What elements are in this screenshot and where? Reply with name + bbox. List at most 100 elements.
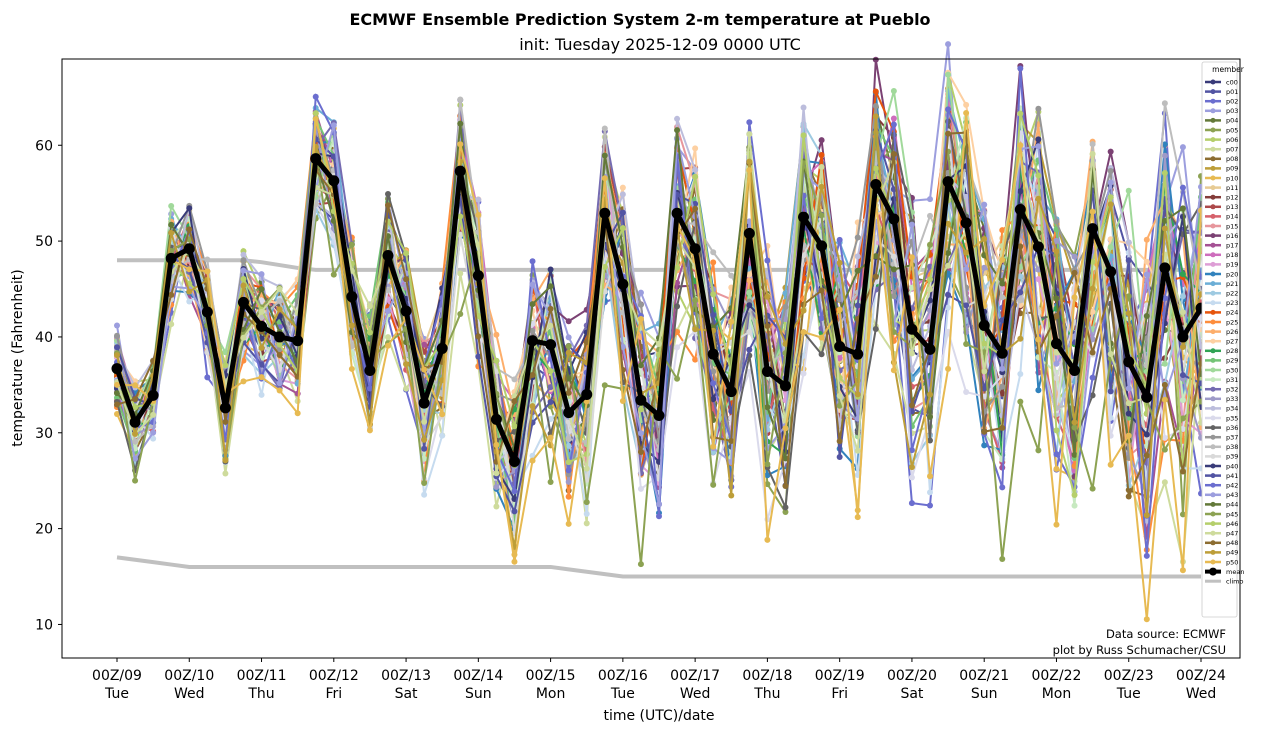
legend-item-p14: p14 [1205,213,1238,221]
y-tick-label: 10 [35,617,53,633]
legend-marker [1210,89,1216,95]
member-point [764,293,771,300]
member-point [1125,293,1132,300]
member-point [1143,258,1150,265]
legend-label: p22 [1226,290,1238,298]
member-point [999,555,1006,562]
member-point [908,474,915,481]
member-point [168,321,175,328]
member-point [1161,225,1168,232]
member-point [547,283,554,290]
member-point [240,334,247,341]
mean-point [1087,223,1099,235]
mean-point [274,331,286,343]
member-point [710,249,717,256]
legend-label: p31 [1226,376,1238,384]
member-point [276,313,283,320]
member-point [475,196,482,203]
member-point [800,104,807,111]
legend-marker [1210,415,1216,421]
legend-label: p37 [1226,434,1238,442]
legend-item-p42: p42 [1205,482,1238,490]
mean-point [581,388,593,400]
member-point [854,267,861,274]
member-point [1179,205,1186,212]
mean-point [165,252,177,264]
member-point [818,137,825,144]
x-tick-label-day: Sat [900,686,923,702]
legend-marker [1210,79,1216,85]
member-point [674,344,681,351]
legend-item-p45: p45 [1205,510,1238,518]
member-point [168,291,175,298]
member-point [258,391,265,398]
member-point [1143,271,1150,278]
member-point [385,308,391,315]
legend-marker [1209,567,1217,576]
member-point [927,297,933,304]
member-point [1089,208,1096,215]
member-point [836,392,843,399]
x-tick-label-day: Mon [1042,686,1072,702]
member-point [385,202,391,209]
member-point [421,341,428,348]
legend-label: p32 [1226,386,1238,394]
member-point [872,103,879,110]
mean-point [617,278,629,290]
member-point [1053,374,1060,381]
member-point [999,383,1006,390]
member-point [1017,297,1024,304]
member-point [475,353,482,360]
member-point [330,217,337,224]
member-point [872,325,879,332]
legend-marker [1210,319,1216,325]
legend-marker [1210,175,1216,181]
member-point [258,297,265,304]
mean-point [328,175,340,187]
member-point [1089,285,1096,292]
legend-marker [1210,549,1216,555]
legend-item-p47: p47 [1205,530,1238,538]
member-point [493,368,500,375]
member-point [475,211,482,218]
member-point [800,307,807,314]
legend-item-p36: p36 [1205,424,1238,432]
mean-point [653,410,665,422]
member-point [1017,273,1024,280]
mean-point [346,291,358,303]
mean-point [599,207,611,219]
member-point [186,266,193,273]
member-point [1143,431,1150,438]
member-point [872,253,879,260]
member-point [710,481,717,488]
member-point [240,378,247,385]
member-point [1035,447,1042,454]
member-point [818,287,825,294]
mean-point [1069,364,1081,376]
legend-marker [1210,357,1216,363]
member-point [710,368,717,375]
member-point [150,429,157,436]
member-point [854,253,861,260]
legend-item-p46: p46 [1205,520,1238,528]
member-point [439,411,446,418]
legend-marker [1210,377,1216,383]
member-point [240,257,247,264]
member-point [1143,512,1150,519]
member-point [854,514,861,521]
member-point [186,205,193,212]
legend-marker [1210,530,1216,536]
legend-item-p27: p27 [1205,338,1238,346]
y-tick-label: 50 [35,234,53,250]
member-point [854,234,861,241]
member-point [836,259,843,266]
member-point [710,311,717,318]
x-tick-label-day: Sun [465,686,492,702]
member-point [1053,313,1060,320]
x-tick-label-time: 00Z/23 [1104,668,1154,684]
member-point [818,315,825,322]
member-point [366,329,373,336]
mean-point [292,335,304,347]
member-point [403,385,410,392]
member-point [728,492,735,499]
